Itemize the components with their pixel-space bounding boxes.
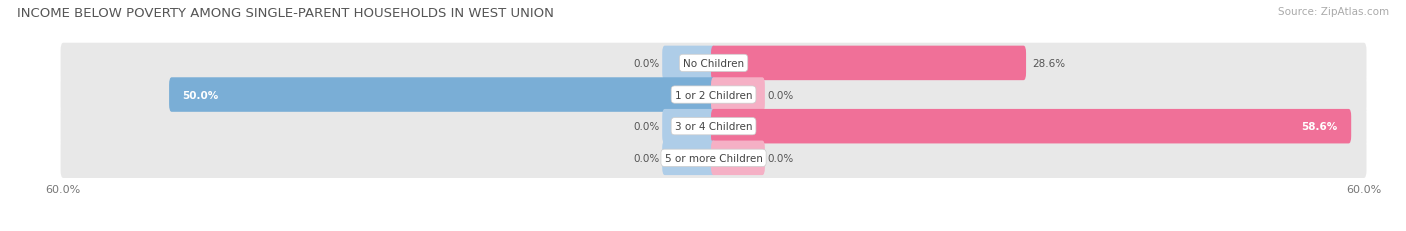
Text: 58.6%: 58.6% [1302,122,1339,132]
FancyBboxPatch shape [60,43,1367,84]
Legend: Single Father, Single Mother: Single Father, Single Mother [617,229,810,231]
Text: 0.0%: 0.0% [768,90,794,100]
FancyBboxPatch shape [711,109,1351,144]
Text: 28.6%: 28.6% [1032,59,1066,69]
Text: INCOME BELOW POVERTY AMONG SINGLE-PARENT HOUSEHOLDS IN WEST UNION: INCOME BELOW POVERTY AMONG SINGLE-PARENT… [17,7,554,20]
Text: 1 or 2 Children: 1 or 2 Children [675,90,752,100]
FancyBboxPatch shape [711,78,765,112]
FancyBboxPatch shape [711,46,1026,81]
Text: 0.0%: 0.0% [633,59,659,69]
FancyBboxPatch shape [711,141,765,175]
Text: 0.0%: 0.0% [633,153,659,163]
Text: 0.0%: 0.0% [633,122,659,132]
FancyBboxPatch shape [662,109,716,144]
FancyBboxPatch shape [169,78,716,112]
FancyBboxPatch shape [662,46,716,81]
FancyBboxPatch shape [662,141,716,175]
Text: 0.0%: 0.0% [768,153,794,163]
Text: No Children: No Children [683,59,744,69]
FancyBboxPatch shape [60,106,1367,147]
Text: 3 or 4 Children: 3 or 4 Children [675,122,752,132]
Text: Source: ZipAtlas.com: Source: ZipAtlas.com [1278,7,1389,17]
FancyBboxPatch shape [60,75,1367,115]
FancyBboxPatch shape [60,138,1367,178]
Text: 50.0%: 50.0% [183,90,219,100]
Text: 5 or more Children: 5 or more Children [665,153,762,163]
